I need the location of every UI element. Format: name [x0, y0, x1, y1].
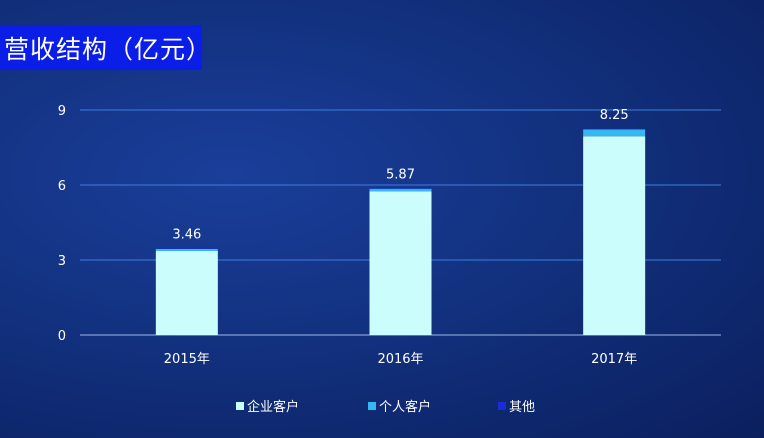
legend-label-other: 其他 [509, 400, 536, 415]
x-tick-label: 2015年 [164, 352, 210, 367]
x-axis-ticks: 2015年 2016年 2017年 [164, 352, 637, 367]
bar-segment [583, 136, 646, 335]
chart-title: 营收结构（亿元） [4, 34, 213, 64]
bar-segment [155, 249, 218, 251]
x-tick-label: 2016年 [377, 352, 423, 367]
y-axis-ticks: 0 3 6 9 [58, 104, 66, 344]
legend-item-enterprise: 企业客户 [236, 396, 299, 415]
legend: 企业客户 个人客户 其他 [0, 396, 764, 416]
data-label-total: 8.25 [600, 108, 629, 123]
bar-segment [155, 248, 218, 249]
bar-segment [369, 191, 432, 335]
y-tick-label: 0 [58, 329, 66, 344]
legend-item-personal: 个人客户 [368, 396, 431, 415]
data-labels: 3.46 5.87 8.25 [172, 108, 628, 243]
y-tick-label: 3 [58, 254, 66, 269]
legend-swatch-enterprise [236, 401, 244, 410]
title-banner: 营收结构（亿元） [0, 25, 211, 70]
y-tick-label: 9 [58, 104, 66, 119]
legend-item-other: 其他 [498, 396, 535, 415]
data-label-total: 5.87 [386, 167, 415, 182]
x-tick-label: 2017年 [591, 352, 637, 367]
bars [155, 128, 646, 335]
legend-swatch-other [498, 401, 506, 410]
legend-swatch-personal [368, 401, 376, 410]
bar-segment [155, 251, 218, 335]
y-tick-label: 6 [58, 179, 66, 194]
data-label-total: 3.46 [172, 228, 201, 243]
bar-segment [369, 188, 432, 189]
bar-segment [583, 129, 646, 137]
legend-label-personal: 个人客户 [379, 400, 432, 415]
bar-segment [583, 128, 646, 130]
bar-segment [369, 188, 432, 192]
legend-label-enterprise: 企业客户 [247, 400, 300, 415]
